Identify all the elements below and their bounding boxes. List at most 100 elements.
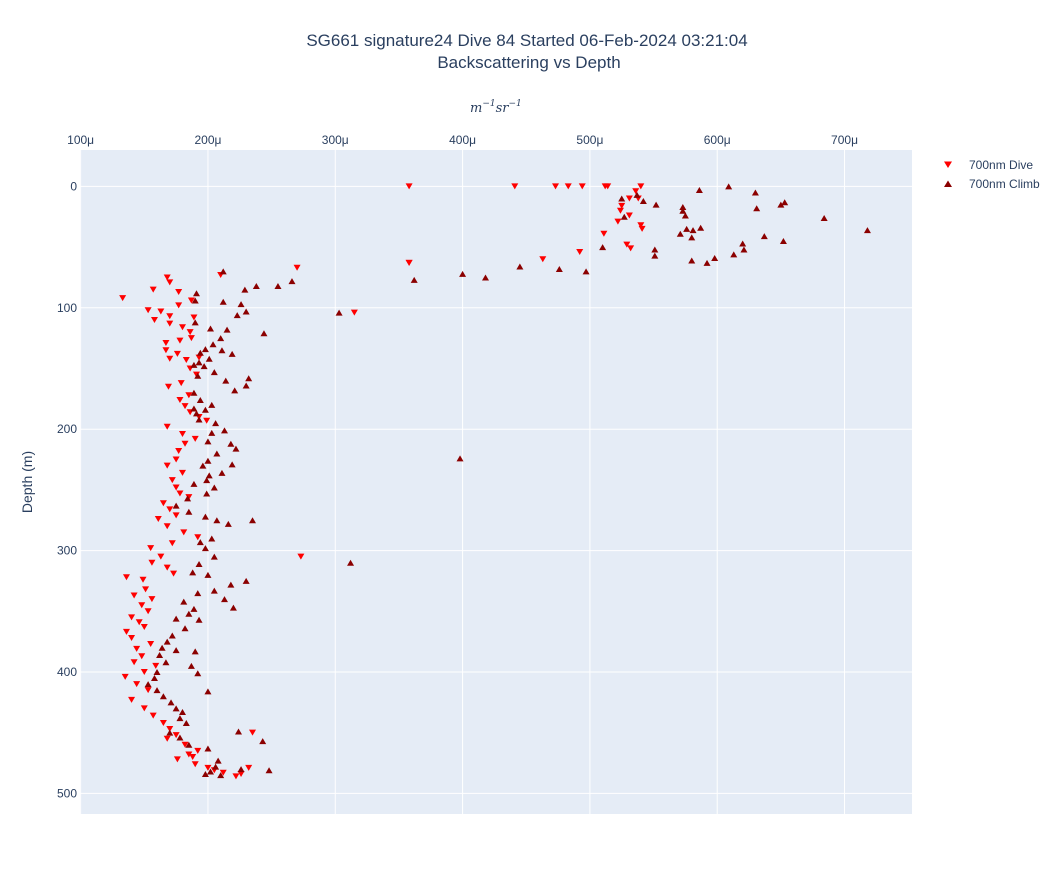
data-point[interactable]: [204, 688, 212, 695]
data-point[interactable]: [651, 246, 659, 253]
data-point[interactable]: [172, 484, 180, 491]
data-point[interactable]: [172, 732, 180, 739]
data-point[interactable]: [140, 624, 148, 631]
data-point[interactable]: [163, 523, 171, 530]
data-point[interactable]: [221, 427, 229, 434]
data-point[interactable]: [172, 705, 180, 712]
data-point[interactable]: [194, 747, 202, 754]
data-point[interactable]: [241, 286, 249, 293]
data-point[interactable]: [616, 207, 624, 214]
data-point[interactable]: [224, 520, 232, 527]
data-point[interactable]: [166, 729, 174, 736]
data-point[interactable]: [191, 761, 199, 768]
data-point[interactable]: [163, 638, 171, 645]
data-point[interactable]: [150, 316, 158, 323]
data-point[interactable]: [195, 359, 203, 366]
data-point[interactable]: [599, 244, 607, 251]
data-point[interactable]: [199, 462, 207, 469]
data-point[interactable]: [604, 183, 612, 190]
data-point[interactable]: [166, 506, 174, 513]
data-point[interactable]: [637, 183, 645, 190]
data-point[interactable]: [119, 295, 127, 302]
data-point[interactable]: [219, 298, 227, 305]
data-point[interactable]: [637, 222, 645, 229]
data-point[interactable]: [191, 319, 199, 326]
data-point[interactable]: [288, 278, 296, 285]
data-point[interactable]: [632, 188, 640, 195]
data-point[interactable]: [144, 687, 152, 694]
data-point[interactable]: [159, 719, 167, 726]
data-point[interactable]: [552, 183, 560, 190]
data-point[interactable]: [147, 641, 155, 648]
data-point[interactable]: [185, 508, 193, 515]
data-point[interactable]: [184, 495, 192, 502]
data-point[interactable]: [138, 602, 146, 609]
data-point[interactable]: [187, 662, 195, 669]
data-point[interactable]: [149, 712, 157, 719]
data-point[interactable]: [217, 335, 225, 342]
data-point[interactable]: [350, 309, 358, 316]
data-point[interactable]: [195, 616, 203, 623]
data-point[interactable]: [181, 625, 189, 632]
data-point[interactable]: [175, 448, 183, 455]
data-point[interactable]: [638, 225, 646, 232]
data-point[interactable]: [144, 608, 152, 615]
data-point[interactable]: [163, 423, 171, 430]
data-point[interactable]: [190, 314, 198, 321]
data-point[interactable]: [235, 728, 243, 735]
data-point[interactable]: [170, 570, 178, 577]
data-point[interactable]: [187, 335, 195, 342]
data-point[interactable]: [176, 337, 184, 344]
data-point[interactable]: [185, 610, 193, 617]
data-point[interactable]: [347, 559, 355, 566]
data-point[interactable]: [130, 592, 138, 599]
data-point[interactable]: [459, 270, 467, 277]
data-point[interactable]: [204, 457, 212, 464]
data-point[interactable]: [186, 329, 194, 336]
data-point[interactable]: [222, 377, 230, 384]
data-point[interactable]: [753, 205, 761, 212]
data-point[interactable]: [555, 265, 563, 272]
data-point[interactable]: [140, 705, 148, 712]
data-point[interactable]: [739, 240, 747, 247]
data-point[interactable]: [162, 340, 170, 347]
data-point[interactable]: [192, 290, 200, 297]
data-point[interactable]: [679, 207, 687, 214]
data-point[interactable]: [190, 605, 198, 612]
data-point[interactable]: [863, 227, 871, 234]
data-point[interactable]: [195, 560, 203, 567]
data-point[interactable]: [150, 675, 158, 682]
data-point[interactable]: [223, 326, 231, 333]
data-point[interactable]: [242, 308, 250, 315]
data-point[interactable]: [172, 456, 180, 463]
data-point[interactable]: [176, 715, 184, 722]
data-point[interactable]: [221, 596, 229, 603]
data-point[interactable]: [166, 313, 174, 320]
data-point[interactable]: [539, 256, 547, 263]
data-point[interactable]: [681, 212, 689, 219]
data-point[interactable]: [252, 282, 260, 289]
data-point[interactable]: [652, 201, 660, 208]
data-point[interactable]: [173, 350, 181, 357]
data-point[interactable]: [196, 539, 204, 546]
data-point[interactable]: [180, 529, 188, 536]
data-point[interactable]: [172, 512, 180, 519]
data-point[interactable]: [576, 248, 584, 255]
data-point[interactable]: [163, 462, 171, 469]
data-point[interactable]: [228, 461, 236, 468]
data-point[interactable]: [232, 773, 240, 780]
data-point[interactable]: [121, 673, 129, 680]
data-point[interactable]: [204, 764, 212, 771]
data-point[interactable]: [166, 726, 174, 733]
data-point[interactable]: [128, 634, 136, 641]
legend-item-dive[interactable]: 700nm Dive: [944, 158, 1033, 172]
data-point[interactable]: [203, 417, 211, 424]
data-point[interactable]: [229, 604, 237, 611]
data-point[interactable]: [335, 309, 343, 316]
data-point[interactable]: [176, 734, 184, 741]
data-point[interactable]: [232, 445, 240, 452]
data-point[interactable]: [265, 767, 273, 774]
data-point[interactable]: [625, 195, 633, 202]
data-point[interactable]: [175, 302, 183, 309]
data-point[interactable]: [173, 756, 181, 763]
